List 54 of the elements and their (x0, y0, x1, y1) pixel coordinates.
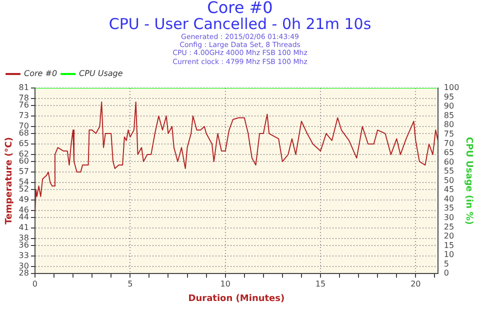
y2-tick-label: 90 (444, 102, 454, 111)
chart-subtitle: CPU - User Cancelled - 0h 21m 10s (108, 14, 372, 33)
y2-tick-label: 60 (444, 157, 454, 166)
legend-label: Core #0 (24, 69, 58, 78)
y2-tick-label: 45 (444, 185, 454, 194)
x-axis-title: Duration (Minutes) (188, 294, 285, 304)
y2-tick-label: 50 (444, 176, 454, 185)
y-tick-label: 60 (18, 156, 29, 166)
x-tick-label: 20 (410, 280, 421, 289)
legend-label: CPU Usage (79, 69, 123, 78)
y2-tick-label: 70 (444, 138, 454, 148)
y-tick-label: 78 (18, 94, 29, 103)
y-tick-label: 62 (18, 150, 29, 159)
y-tick-label: 36 (18, 240, 29, 250)
y2-tick-label: 85 (444, 111, 454, 120)
y2-tick-label: 25 (444, 222, 454, 232)
y2-tick-label: 30 (444, 213, 454, 222)
y2-tick-label: 35 (444, 204, 454, 213)
y2-tick-label: 10 (444, 250, 454, 260)
y-tick-label: 28 (18, 268, 29, 278)
y-tick-label: 30 (18, 262, 29, 271)
x-tick-label: 0 (32, 280, 38, 289)
x-tick-label: 10 (220, 280, 230, 289)
y2-tick-label: 0 (444, 268, 450, 278)
y-tick-label: 73 (18, 111, 29, 120)
y-tick-label: 65 (18, 139, 29, 148)
chart-title: Core #0 (206, 0, 274, 17)
y-tick-label: 33 (18, 251, 29, 260)
y-tick-label: 57 (18, 167, 29, 176)
y-axis-title: Temperature (°C) (4, 137, 15, 225)
y2-tick-label: 65 (444, 148, 454, 158)
y-tick-label: 44 (18, 212, 29, 222)
x-tick-label: 5 (128, 280, 133, 289)
y-tick-label: 52 (18, 184, 29, 194)
y2-tick-label: 20 (444, 232, 454, 241)
y-tick-label: 70 (18, 122, 29, 131)
y2-tick-label: 5 (444, 260, 450, 269)
y2-axis-title: CPU Usage (in %) (463, 136, 474, 225)
y2-tick-label: 55 (444, 166, 454, 176)
y-tick-label: 46 (18, 206, 29, 215)
y2-tick-label: 100 (444, 83, 460, 92)
y2-tick-label: 80 (444, 120, 454, 130)
x-tick-label: 15 (315, 280, 326, 289)
y-tick-label: 81 (18, 83, 29, 92)
y-tick-label: 76 (18, 100, 29, 110)
y-tick-label: 41 (18, 223, 29, 232)
y2-tick-label: 75 (444, 130, 454, 139)
y-tick-label: 49 (18, 195, 29, 204)
y2-tick-label: 40 (444, 194, 454, 204)
y-tick-label: 54 (18, 178, 29, 187)
y-tick-label: 68 (18, 128, 29, 138)
y2-tick-label: 15 (444, 240, 454, 250)
y-tick-label: 38 (18, 234, 29, 243)
y2-tick-label: 95 (444, 92, 454, 102)
